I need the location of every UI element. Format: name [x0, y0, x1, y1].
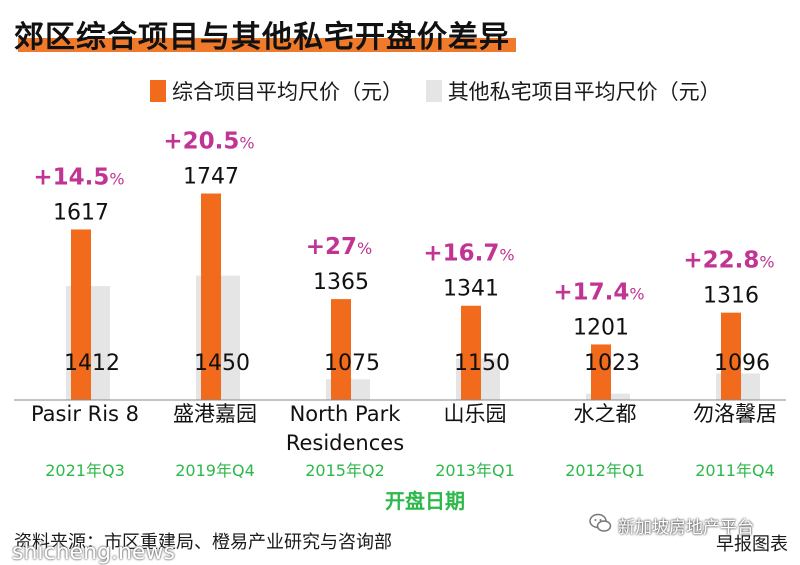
category-label: 水之都 [574, 402, 637, 426]
diff-label: +17.4% [553, 279, 644, 305]
date-label: 2015年Q2 [305, 461, 385, 480]
legend-item-series2: 其他私宅项目平均尺价（元） [425, 76, 721, 106]
diff-label: +20.5% [163, 129, 254, 155]
x-axis-title: 开盘日期 [385, 489, 465, 513]
value-label-series1: 1617 [53, 200, 109, 225]
category-label: North Park [290, 402, 402, 426]
diff-label: +22.8% [683, 248, 774, 274]
legend: 综合项目平均尺价（元） 其他私宅项目平均尺价（元） [150, 76, 737, 106]
title-block: 郊区综合项目与其他私宅开盘价差异 [14, 12, 516, 56]
value-label-series2: 1412 [64, 351, 120, 376]
category-label: 山乐园 [444, 402, 507, 426]
diff-label: +14.5% [33, 164, 124, 190]
value-label-series1: 1341 [443, 277, 499, 302]
legend-swatch-gray [425, 80, 442, 102]
wechat-icon [589, 513, 612, 532]
value-label-series1: 1365 [313, 270, 369, 295]
category-label: 盛港嘉园 [173, 402, 257, 426]
value-label-series2: 1450 [194, 351, 250, 376]
date-label: 2011年Q4 [695, 461, 775, 480]
value-label-series2: 1096 [714, 351, 770, 376]
value-label-series1: 1201 [573, 315, 629, 340]
chart-title: 郊区综合项目与其他私宅开盘价差异 [14, 20, 510, 55]
category-label: 勿洛馨居 [693, 402, 777, 426]
bar-series1 [71, 229, 91, 400]
diff-label: +27% [306, 234, 372, 260]
value-label-series2: 1075 [324, 351, 380, 376]
value-label-series2: 1023 [584, 351, 640, 376]
bar-series1 [591, 344, 611, 400]
value-label-series1: 1747 [183, 165, 239, 190]
legend-item-series1: 综合项目平均尺价（元） [150, 76, 403, 106]
date-label: 2019年Q4 [175, 461, 255, 480]
bar-series1 [461, 305, 481, 400]
date-label: 2013年Q1 [435, 461, 515, 480]
title-underline [18, 38, 516, 52]
bar-series1 [201, 193, 221, 400]
watermark-site: shicheng.news [12, 540, 175, 565]
date-label: 2012年Q1 [565, 461, 645, 480]
bar-series1 [721, 312, 741, 400]
legend-swatch-orange [150, 80, 166, 102]
watermark-account: 新加坡房地产平台 [618, 518, 754, 538]
bar-series1 [331, 299, 351, 400]
legend-label-series2: 其他私宅项目平均尺价（元） [447, 80, 721, 104]
category-label: Residences [286, 431, 404, 455]
diff-label: +16.7% [423, 241, 514, 267]
value-label-series2: 1150 [454, 351, 510, 376]
date-label: 2021年Q3 [45, 461, 125, 480]
source-note: 资料来源：市区重建局、橙易产业研究与咨询部 [14, 532, 392, 553]
legend-label-series1: 综合项目平均尺价（元） [172, 80, 403, 104]
category-label: Pasir Ris 8 [31, 402, 139, 426]
value-label-series1: 1316 [703, 284, 759, 309]
credit-note: 早报图表 [716, 534, 788, 555]
